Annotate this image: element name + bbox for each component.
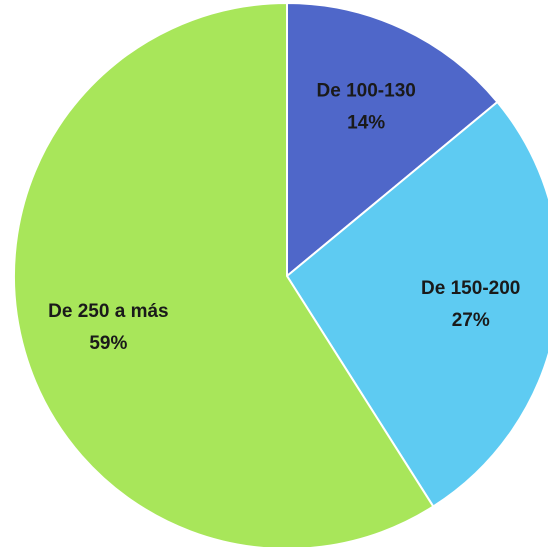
pie-slice bbox=[13, 1, 435, 547]
pie-slice bbox=[285, 100, 548, 508]
slice-value-label: 14% bbox=[347, 113, 385, 134]
slice-label: De 250 a más bbox=[48, 301, 168, 322]
slice-value-label: 27% bbox=[452, 310, 490, 331]
slice-value-label: 59% bbox=[89, 333, 127, 354]
slice-label: De 100-130 bbox=[317, 81, 416, 102]
slice-label: De 150-200 bbox=[421, 278, 520, 299]
pie-slice bbox=[286, 1, 499, 279]
